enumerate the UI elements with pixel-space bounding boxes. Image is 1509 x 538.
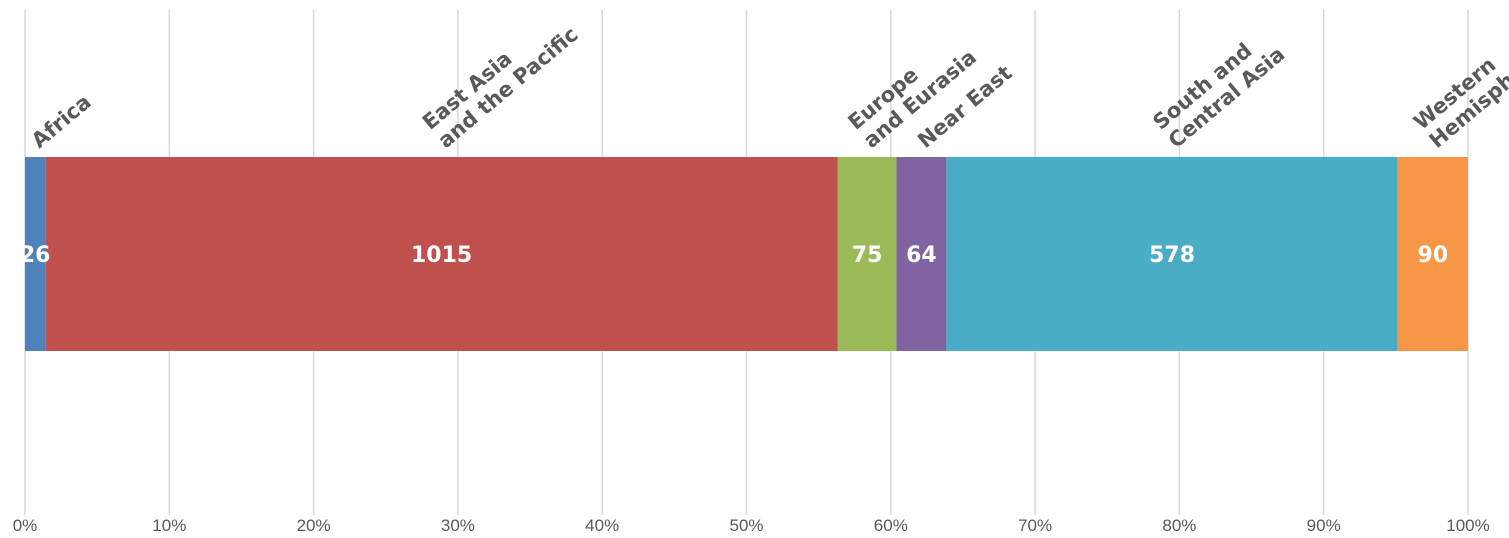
bar-segment xyxy=(45,157,838,351)
segment-value-label: 75 xyxy=(852,243,883,268)
bar-segment xyxy=(896,157,947,351)
bar-segment xyxy=(25,157,46,351)
x-tick-label: 70% xyxy=(1018,516,1052,535)
x-tick-label: 100% xyxy=(1446,516,1489,535)
bar-segments xyxy=(25,157,1468,351)
category-label: Africa xyxy=(27,90,96,153)
segment-value-label: 90 xyxy=(1418,243,1449,268)
segment-value-label: 26 xyxy=(20,243,51,268)
x-tick-label: 80% xyxy=(1162,516,1196,535)
x-tick-label: 0% xyxy=(13,516,38,535)
x-tick-label: 10% xyxy=(152,516,186,535)
bar-segment xyxy=(837,157,897,351)
x-tick-label: 20% xyxy=(297,516,331,535)
x-tick-label: 30% xyxy=(441,516,475,535)
x-tick-label: 50% xyxy=(729,516,763,535)
x-axis-tick-labels: 0% 10% 20% 30% 40% 50% 60% 70% 80% 90% 100% xyxy=(13,516,1490,535)
segment-value-label: 1015 xyxy=(411,243,472,268)
segment-value-label: 64 xyxy=(906,243,937,268)
category-label-line: Africa xyxy=(27,90,96,153)
bar-segment xyxy=(946,157,1398,351)
segment-value-label: 578 xyxy=(1149,243,1195,268)
segment-value-labels: 26 1015 75 64 578 90 xyxy=(20,243,1448,268)
x-tick-label: 60% xyxy=(874,516,908,535)
bar-segment xyxy=(1397,157,1468,351)
x-tick-label: 90% xyxy=(1307,516,1341,535)
x-tick-label: 40% xyxy=(585,516,619,535)
